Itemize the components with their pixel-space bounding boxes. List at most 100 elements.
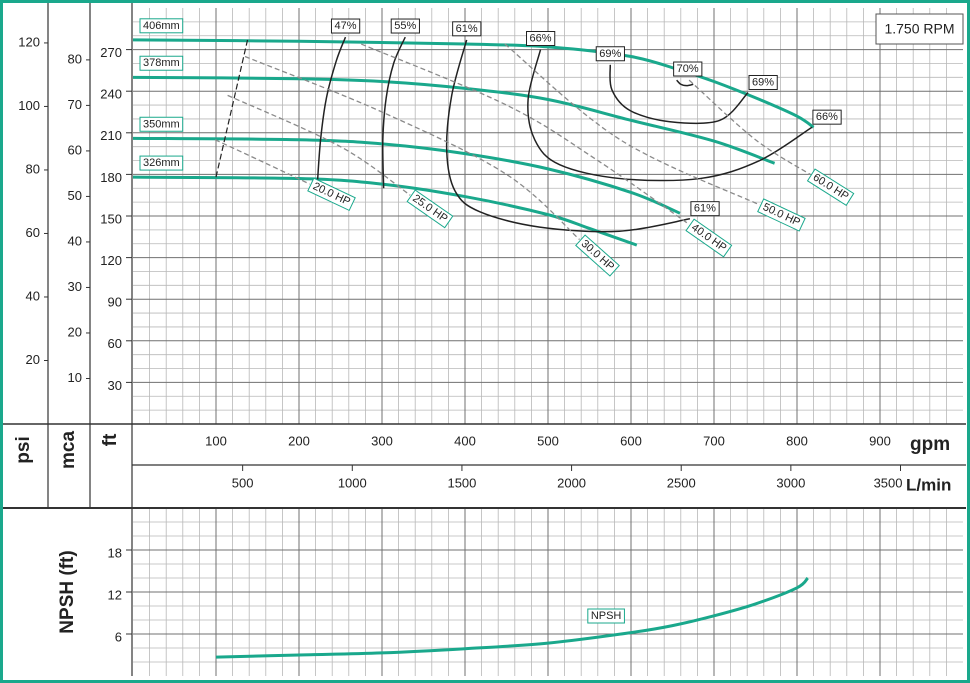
y-tick-label: 80 <box>68 51 82 66</box>
power-curve <box>244 55 580 241</box>
annotation-box <box>875 13 964 45</box>
y-tick-label: 40 <box>26 288 40 303</box>
x-tick-label: 300 <box>371 433 393 448</box>
curve-label-text: 69% <box>752 76 774 88</box>
curve-label-box <box>748 74 778 90</box>
curve-label-box <box>307 177 356 212</box>
curve-label: 326mm <box>139 155 184 171</box>
x2-axis-title: L/min <box>906 475 951 494</box>
curve-label-box <box>587 608 625 624</box>
y-tick-label: 20 <box>68 324 82 339</box>
y-tick-label: 180 <box>100 170 122 185</box>
curve-label-box <box>690 201 720 217</box>
x-tick-label: 400 <box>454 433 476 448</box>
curve-label-box <box>575 234 620 277</box>
curve-label-text: 25.0 HP <box>410 193 449 226</box>
x-tick-label: 600 <box>620 433 642 448</box>
curve-label: 50.0 HP <box>757 198 806 232</box>
limit-curve <box>215 39 249 178</box>
x2-tick-label: 3500 <box>874 475 903 490</box>
x2-tick-label: 1000 <box>338 475 367 490</box>
frame <box>3 3 966 676</box>
curve-label: NPSH <box>587 608 625 624</box>
y-tick-label: 20 <box>26 352 40 367</box>
y-tick-label: 240 <box>100 87 122 102</box>
curve-label-text: 326mm <box>143 157 180 169</box>
x2-tick-label: 3000 <box>776 475 805 490</box>
y-tick-label: 270 <box>100 45 122 60</box>
curve-label-text: 40.0 HP <box>689 222 728 255</box>
curve-label: 378mm <box>139 55 184 71</box>
curve-label-box <box>406 189 454 229</box>
curve-label-box <box>595 46 625 62</box>
y-tick-label: 70 <box>68 97 82 112</box>
x-tick-label: 500 <box>537 433 559 448</box>
y-tick-label: 90 <box>108 295 122 310</box>
y-axis-title: NPSH (ft) <box>57 550 78 633</box>
head-curve <box>132 75 776 165</box>
head-curve <box>215 576 809 659</box>
y-axis-title: ft <box>100 433 121 446</box>
curve-label: 70% <box>673 61 703 77</box>
y-axis-title: psi <box>13 436 34 463</box>
curve-label-box <box>330 18 361 34</box>
x2-tick-label: 500 <box>232 475 254 490</box>
y-tick-label: 100 <box>18 98 40 113</box>
curve-label: 66% <box>526 31 556 47</box>
curve-label: 47% <box>330 18 361 34</box>
curve-label-text: 406mm <box>143 20 180 32</box>
y-tick-label: 6 <box>115 629 122 644</box>
curve-label-box <box>139 155 184 171</box>
curve-label: 69% <box>595 46 625 62</box>
x-tick-label: 100 <box>205 433 227 448</box>
y-tick-label: 30 <box>108 378 122 393</box>
x-tick-label: 800 <box>786 433 808 448</box>
curve-label: 69% <box>748 74 778 90</box>
power-curve <box>688 79 811 175</box>
y-tick-label: 30 <box>68 279 82 294</box>
head-curve <box>132 175 638 247</box>
head-curve <box>132 38 815 129</box>
y-tick-label: 18 <box>108 545 122 560</box>
x-tick-label: 700 <box>703 433 725 448</box>
curve-label: 20.0 HP <box>307 177 356 212</box>
curve-label-text: 66% <box>816 111 838 123</box>
curve-label-box <box>673 61 703 77</box>
curve-label-text: 378mm <box>143 57 180 69</box>
curve-label-text: 61% <box>456 23 478 35</box>
efficiency-curve <box>316 36 347 186</box>
curve-label: 40.0 HP <box>685 218 733 258</box>
efficiency-curve <box>609 64 749 125</box>
curve-label: 61% <box>690 201 720 217</box>
curve-label-box <box>806 168 855 206</box>
y-tick-label: 40 <box>68 233 82 248</box>
y-tick-label: 210 <box>100 128 122 143</box>
curve-label-text: 350mm <box>143 118 180 130</box>
curve-label-text: 70% <box>677 63 699 75</box>
y-tick-label: 120 <box>100 253 122 268</box>
y-tick-label: 60 <box>68 142 82 157</box>
y-tick-label: 80 <box>26 161 40 176</box>
curve-label: 406mm <box>139 18 184 34</box>
grid <box>133 8 963 676</box>
curve-label-box <box>390 18 420 34</box>
x2-tick-label: 2500 <box>667 475 696 490</box>
curve-label-box <box>757 198 806 232</box>
curve-label-box <box>139 116 184 132</box>
curve-label-box <box>812 109 842 125</box>
y-tick-label: 150 <box>100 211 122 226</box>
curve-label-box <box>139 55 184 71</box>
curve-label-box <box>452 21 482 37</box>
y-axis-title: mca <box>58 431 79 469</box>
curve-label-text: 47% <box>334 20 356 32</box>
power-curve <box>360 43 690 225</box>
x-tick-label: 900 <box>869 433 891 448</box>
annotation: 1.750 RPM <box>884 21 954 37</box>
x-tick-label: 200 <box>288 433 310 448</box>
curve-label-box <box>139 18 184 34</box>
y-tick-label: 10 <box>68 370 82 385</box>
power-curve <box>504 43 760 206</box>
curve-label: 55% <box>390 18 420 34</box>
